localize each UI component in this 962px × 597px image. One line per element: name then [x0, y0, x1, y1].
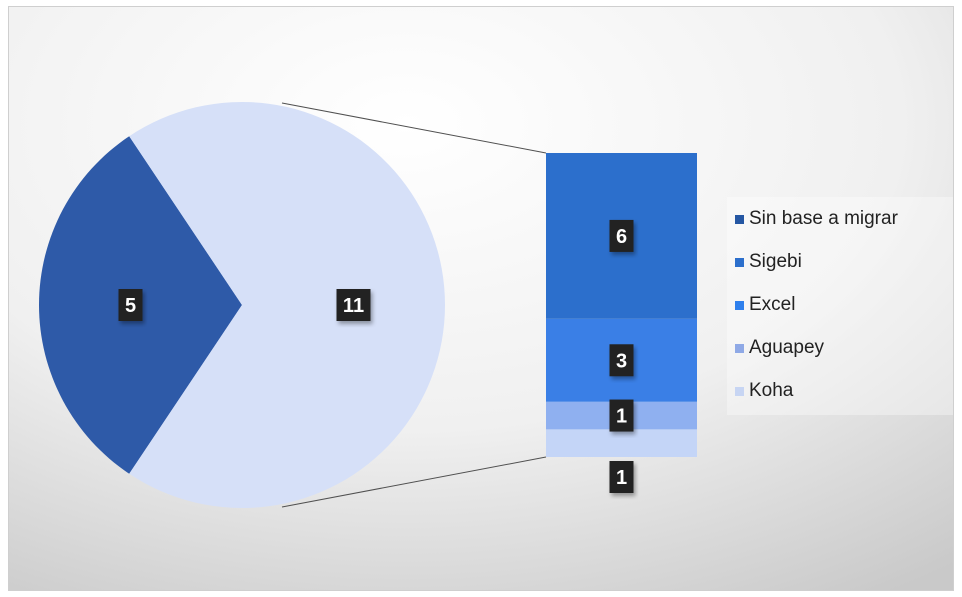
- data-label: 1: [609, 399, 634, 432]
- data-label-text: 5: [125, 295, 136, 317]
- data-label-text: 6: [616, 226, 627, 248]
- legend-swatch: [735, 214, 744, 224]
- data-label-box: [609, 399, 634, 432]
- data-label-box: [609, 344, 634, 377]
- legend-item: Excel: [735, 294, 795, 316]
- data-label-box: [609, 461, 634, 493]
- data-label-text: 1: [616, 406, 627, 428]
- data-label-box: [336, 289, 371, 321]
- data-label-text: 3: [616, 350, 627, 372]
- connector-line: [281, 456, 547, 508]
- legend-label: Koha: [749, 380, 794, 401]
- legend-swatch: [735, 300, 744, 310]
- legend-label: Excel: [749, 294, 796, 315]
- legend-item: Sin base a migrar: [735, 208, 898, 230]
- legend-label: Sin base a migrar: [749, 208, 898, 229]
- chart-frame: 5 11 1 1 3 6 Sin base a migrar Sigebi Excel A…: [8, 6, 954, 591]
- legend-label: Aguapey: [749, 337, 825, 358]
- legend: Sin base a migrar Sigebi Excel Aguapey K…: [727, 197, 953, 415]
- data-label-text: 1: [616, 467, 627, 489]
- data-label-box: [609, 219, 634, 252]
- data-label: 1: [609, 461, 634, 493]
- data-label: 6: [609, 219, 634, 252]
- legend-label: Sigebi: [749, 251, 802, 272]
- bar-segment: [546, 429, 697, 457]
- data-label-box: [118, 289, 143, 321]
- data-label: 5: [118, 289, 143, 321]
- pie-slice: [129, 102, 445, 509]
- data-label: 11: [336, 289, 371, 321]
- legend-swatch: [735, 343, 744, 353]
- legend-item: Aguapey: [735, 337, 824, 359]
- data-label-text: 11: [343, 295, 364, 317]
- data-label: 3: [609, 344, 634, 377]
- legend-item: Sigebi: [735, 251, 802, 273]
- legend-swatch: [735, 257, 744, 267]
- legend-swatch: [735, 386, 744, 396]
- legend-item: Koha: [735, 380, 793, 402]
- connector-line: [281, 102, 547, 154]
